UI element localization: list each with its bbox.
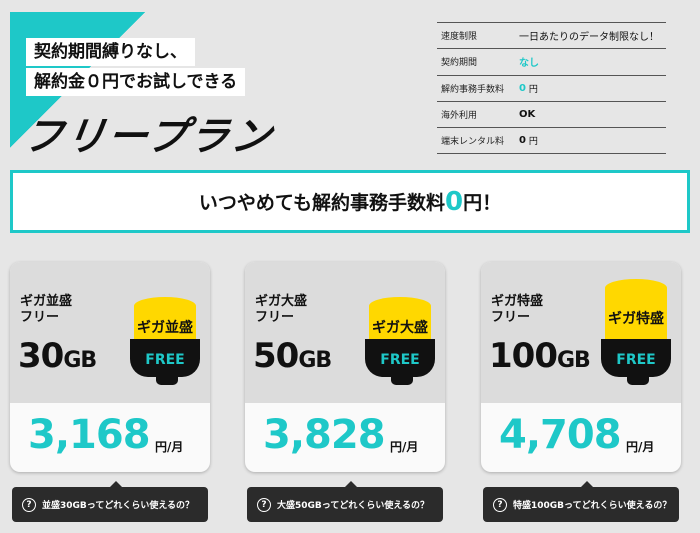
spec-unit: 円: [528, 137, 538, 148]
spec-label: 解約事務手数料: [441, 84, 505, 95]
plan-data-amount: 50GB: [253, 336, 332, 376]
plan-logo: フリープラン: [20, 114, 277, 160]
plan-name-line2: フリー: [255, 310, 295, 325]
plan-name-line1: ギガ特盛: [491, 294, 544, 309]
plan-name-line2: フリー: [491, 310, 531, 325]
spec-label: 契約期間: [441, 58, 478, 69]
plan-badge-icon: ギガ特盛 FREE: [601, 279, 671, 385]
spec-unit: 円: [528, 84, 538, 95]
plan-card-header: ギガ大盛 フリー 50GB ギガ大盛 FREE: [245, 262, 445, 403]
spec-row: 海外利用 OK: [437, 102, 666, 129]
price-unit: 円/月: [626, 440, 655, 454]
spec-value: OK: [519, 109, 536, 121]
plan-badge-icon: ギガ大盛 FREE: [365, 297, 435, 385]
plan-name: ギガ大盛 フリー: [255, 294, 307, 326]
gb-value: 30: [18, 336, 64, 376]
help-text: 並盛30GBってどれくらい使えるの？: [42, 501, 195, 511]
spec-value: 0: [519, 135, 526, 147]
price-unit: 円/月: [155, 440, 184, 454]
help-text: 特盛100GBってどれくらい使えるの？: [513, 501, 672, 511]
spec-label: 速度制限: [441, 32, 478, 43]
plan-name-line1: ギガ並盛: [20, 294, 73, 309]
plan-name-line2: フリー: [20, 310, 60, 325]
question-icon: ?: [22, 497, 36, 512]
headline-line2: 解約金０円でお試しできる: [26, 68, 246, 96]
plan-data-amount: 30GB: [18, 336, 97, 376]
plan-card-header: ギガ並盛 フリー 30GB ギガ並盛 FREE: [10, 262, 210, 403]
plan-badge-icon: ギガ並盛 FREE: [130, 297, 200, 385]
badge-foot: [627, 375, 649, 385]
gb-unit: GB: [298, 348, 332, 373]
price-unit: 円/月: [390, 440, 419, 454]
banner-text-end: 円！: [463, 192, 502, 214]
spec-value: 一日あたりのデータ制限なし！: [519, 32, 659, 44]
spec-row: 契約期間 なし: [437, 49, 666, 76]
spec-value: 0: [519, 82, 526, 94]
cancellation-banner: いつやめても解約事務手数料 0 円！: [10, 170, 690, 233]
plan-price: 4,708: [499, 412, 622, 458]
plan-name: ギガ特盛 フリー: [491, 294, 543, 326]
banner-zero: 0: [444, 186, 464, 217]
plan-name: ギガ並盛 フリー: [20, 294, 72, 326]
spec-row: 端末レンタル料 0 円: [437, 128, 666, 155]
gb-unit: GB: [556, 348, 591, 373]
headline-line1: 契約期間縛りなし、: [26, 38, 195, 66]
plan-card[interactable]: ギガ特盛 フリー 100GB ギガ特盛 FREE 4,708 円/月: [481, 262, 681, 472]
gb-unit: GB: [63, 348, 97, 373]
spec-row: 速度制限 一日あたりのデータ制限なし！: [437, 23, 666, 50]
gb-value: 50: [253, 336, 299, 376]
badge-foot: [391, 375, 413, 385]
usage-help-button[interactable]: ? 大盛50GBってどれくらい使えるの？: [247, 481, 443, 522]
plan-card[interactable]: ギガ並盛 フリー 30GB ギガ並盛 FREE 3,168 円/月: [10, 262, 210, 472]
plan-price: 3,828: [263, 412, 386, 458]
plan-card-header: ギガ特盛 フリー 100GB ギガ特盛 FREE: [481, 262, 681, 403]
free-label: FREE: [130, 339, 200, 377]
spec-row: 解約事務手数料 0 円: [437, 76, 666, 102]
plan-data-amount: 100GB: [489, 336, 591, 376]
plan-name-line1: ギガ大盛: [255, 294, 308, 309]
question-icon: ?: [257, 497, 271, 512]
free-label: FREE: [601, 339, 671, 377]
free-label: FREE: [365, 339, 435, 377]
usage-help-button[interactable]: ? 並盛30GBってどれくらい使えるの？: [12, 481, 208, 522]
spec-label: 海外利用: [441, 111, 478, 122]
plan-card[interactable]: ギガ大盛 フリー 50GB ギガ大盛 FREE 3,828 円/月: [245, 262, 445, 472]
spec-table: 速度制限 一日あたりのデータ制限なし！ 契約期間 なし 解約事務手数料 0 円 海外利…: [437, 22, 666, 155]
question-icon: ?: [493, 497, 507, 512]
badge-foot: [156, 375, 178, 385]
plan-price: 3,168: [28, 412, 151, 458]
usage-help-button[interactable]: ? 特盛100GBってどれくらい使えるの？: [483, 481, 679, 522]
help-text: 大盛50GBってどれくらい使えるの？: [277, 501, 430, 511]
spec-value: なし: [519, 58, 539, 70]
banner-text: いつやめても解約事務手数料: [198, 192, 445, 214]
gb-value: 100: [489, 336, 558, 376]
spec-label: 端末レンタル料: [441, 137, 505, 148]
